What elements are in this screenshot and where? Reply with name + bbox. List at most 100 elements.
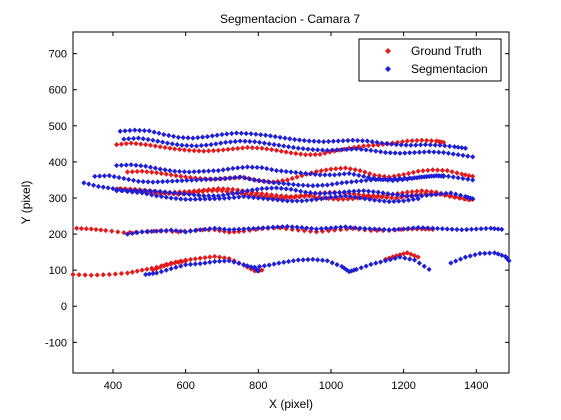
data-point bbox=[239, 145, 246, 151]
data-point bbox=[113, 141, 120, 148]
data-point bbox=[221, 195, 228, 201]
data-point bbox=[111, 173, 117, 180]
data-point bbox=[425, 167, 431, 173]
data-point bbox=[198, 142, 205, 149]
data-point bbox=[191, 192, 197, 198]
data-point bbox=[129, 269, 135, 275]
data-point bbox=[139, 168, 145, 174]
data-point bbox=[176, 168, 183, 175]
data-point bbox=[419, 193, 425, 199]
data-point bbox=[298, 188, 304, 194]
data-point bbox=[361, 188, 367, 194]
data-point bbox=[126, 176, 132, 183]
data-point bbox=[288, 169, 294, 175]
data-point bbox=[180, 134, 186, 141]
data-point bbox=[230, 146, 236, 152]
data-point bbox=[186, 169, 192, 175]
data-point bbox=[219, 131, 225, 138]
data-point bbox=[237, 138, 243, 144]
data-point bbox=[346, 188, 352, 195]
data-point bbox=[124, 188, 131, 195]
data-point bbox=[158, 170, 165, 177]
data-point bbox=[103, 227, 109, 234]
data-point bbox=[289, 198, 295, 204]
data-point bbox=[363, 177, 369, 184]
data-point bbox=[255, 268, 261, 274]
data-point bbox=[74, 225, 80, 231]
data-point bbox=[115, 186, 121, 193]
data-point bbox=[391, 198, 397, 204]
data-point bbox=[338, 165, 344, 172]
data-point bbox=[351, 188, 357, 194]
data-point bbox=[290, 181, 297, 188]
data-point bbox=[310, 183, 316, 189]
data-point bbox=[92, 173, 98, 179]
data-point bbox=[394, 192, 401, 198]
data-point bbox=[313, 196, 320, 203]
data-point bbox=[328, 225, 334, 231]
data-point bbox=[339, 147, 345, 153]
data-point bbox=[256, 139, 263, 146]
data-point bbox=[352, 225, 358, 231]
data-point bbox=[404, 138, 410, 144]
data-point bbox=[178, 228, 184, 234]
data-point bbox=[181, 191, 188, 197]
data-point bbox=[298, 151, 304, 157]
data-point bbox=[118, 141, 125, 147]
data-point bbox=[444, 226, 450, 232]
data-point bbox=[283, 186, 289, 192]
data-point bbox=[472, 252, 478, 258]
data-point bbox=[391, 226, 397, 233]
data-point bbox=[301, 228, 307, 234]
data-point bbox=[499, 226, 505, 233]
data-point bbox=[327, 172, 333, 178]
data-point bbox=[367, 226, 373, 232]
data-point bbox=[162, 167, 168, 173]
data-point bbox=[285, 258, 292, 265]
data-point bbox=[382, 149, 389, 156]
data-point bbox=[202, 226, 208, 232]
data-point bbox=[370, 189, 376, 195]
data-point bbox=[147, 164, 154, 170]
data-point bbox=[176, 190, 183, 197]
data-point bbox=[158, 268, 165, 275]
data-point bbox=[415, 254, 421, 260]
data-point bbox=[467, 253, 473, 259]
data-point bbox=[222, 139, 229, 146]
data-point bbox=[247, 138, 253, 145]
data-point bbox=[88, 272, 94, 278]
data-point bbox=[306, 138, 312, 144]
data-point bbox=[396, 198, 402, 204]
data-point bbox=[382, 258, 389, 264]
data-point bbox=[208, 141, 214, 148]
data-point bbox=[403, 142, 409, 148]
data-point bbox=[307, 190, 314, 196]
data-point bbox=[453, 258, 459, 264]
data-point bbox=[134, 168, 140, 175]
y-tick-label: 0 bbox=[61, 301, 67, 313]
data-point bbox=[224, 131, 230, 137]
data-point bbox=[455, 152, 461, 158]
data-point bbox=[271, 141, 277, 148]
data-point bbox=[153, 193, 160, 199]
data-point bbox=[270, 224, 276, 230]
data-point bbox=[222, 175, 229, 182]
data-point bbox=[345, 196, 351, 202]
data-point bbox=[216, 258, 223, 264]
data-point bbox=[261, 178, 267, 185]
data-point bbox=[259, 165, 265, 171]
data-point bbox=[415, 168, 421, 174]
data-point bbox=[273, 147, 280, 153]
data-point bbox=[244, 188, 251, 194]
data-point bbox=[333, 224, 339, 231]
data-point bbox=[144, 229, 150, 235]
data-point bbox=[153, 170, 160, 176]
data-point bbox=[236, 194, 242, 200]
data-point bbox=[270, 196, 276, 203]
data-point bbox=[439, 167, 446, 173]
data-point bbox=[135, 178, 142, 185]
data-point bbox=[323, 167, 329, 173]
data-point bbox=[136, 127, 143, 134]
y-tick-label: 200 bbox=[49, 229, 67, 241]
data-point bbox=[90, 182, 97, 188]
